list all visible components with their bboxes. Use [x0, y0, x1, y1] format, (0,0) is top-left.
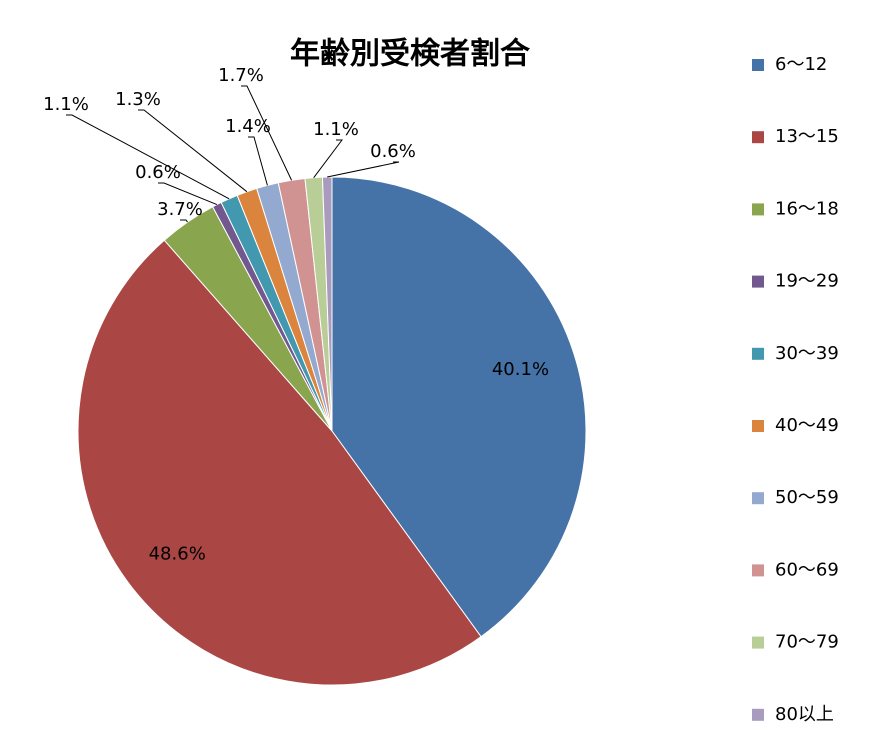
data-label: 1.3% — [115, 89, 161, 110]
legend-label: 6〜12 — [775, 54, 827, 75]
leader-line — [66, 114, 230, 200]
legend-swatch — [752, 492, 764, 505]
pie-slice — [331, 176, 587, 638]
legend-label: 30〜39 — [775, 343, 839, 364]
legend-swatch — [752, 203, 764, 216]
legend-label: 50〜59 — [775, 487, 839, 508]
legend-swatch — [752, 59, 764, 71]
leader-line — [327, 161, 400, 178]
data-label: 48.6% — [149, 544, 206, 565]
legend-label: 19〜29 — [775, 271, 839, 292]
legend-swatch — [752, 347, 764, 360]
data-label: 1.1% — [313, 119, 359, 140]
data-label: 1.1% — [43, 94, 89, 115]
leader-line — [158, 182, 218, 206]
data-label: 0.6% — [370, 141, 416, 162]
legend-label: 40〜49 — [775, 415, 839, 436]
legend-label: 60〜69 — [775, 559, 839, 580]
legend-label: 80以上 — [775, 704, 834, 725]
data-label: 0.6% — [135, 162, 181, 183]
legend-swatch — [752, 131, 764, 144]
data-label: 40.1% — [492, 359, 549, 380]
data-label: 3.7% — [157, 199, 203, 220]
leader-line — [313, 139, 344, 178]
pie-slice — [77, 239, 482, 686]
legend-swatch — [752, 708, 764, 721]
chart-title: 年齢別受検者割合 — [290, 37, 530, 72]
legend-label: 13〜15 — [775, 126, 839, 147]
legend-label: 70〜79 — [775, 632, 839, 653]
data-label: 1.4% — [225, 116, 271, 137]
leader-line — [180, 219, 188, 223]
legend-swatch — [752, 564, 764, 577]
legend-swatch — [752, 275, 764, 288]
leader-line — [138, 109, 248, 193]
legend-label: 16〜18 — [775, 198, 839, 219]
legend-swatch — [752, 636, 764, 649]
legend-swatch — [752, 420, 764, 432]
leader-line — [241, 85, 293, 181]
leader-line — [248, 136, 268, 186]
data-label: 1.7% — [218, 65, 264, 86]
